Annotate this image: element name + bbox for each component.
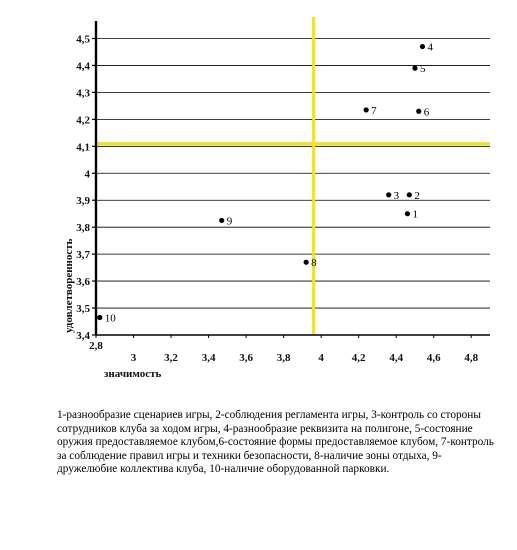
- point-label-6: 6: [424, 106, 430, 118]
- point-label-4: 4: [427, 42, 433, 54]
- x-tick-label-7: 4,2: [352, 352, 366, 364]
- y-tick-label-9: 4,3: [76, 87, 90, 99]
- y-tick-label-1: 3,5: [76, 303, 90, 315]
- data-point-10: [97, 314, 103, 321]
- y-tick-label-11: 4,5: [76, 33, 90, 45]
- data-points: 1 2 3 45 6 7 8 9 10: [97, 42, 433, 324]
- point-label-5: 5: [420, 63, 426, 75]
- point-label-1: 1: [412, 209, 418, 221]
- data-point-2: [406, 192, 412, 198]
- y-tick-label-8: 4,2: [76, 114, 90, 126]
- y-axis-title: удовлетворенность: [63, 238, 75, 333]
- point-label-9: 9: [227, 215, 233, 227]
- data-point-7: [363, 107, 369, 113]
- data-point-5: [412, 65, 418, 71]
- x-tick-label-0: 2,8: [89, 340, 103, 352]
- reference-lines: [96, 17, 490, 335]
- point-label-3: 3: [394, 190, 400, 202]
- grid-lines: [96, 38, 490, 309]
- x-tick-label-1: 3: [131, 352, 137, 364]
- y-tick-label-10: 4,4: [76, 60, 90, 72]
- data-point-6: [416, 108, 422, 114]
- tick-labels: 3,4 3,5 3,6 3,7 3,8 3,9 4 4,1 4,2 4,3 4,4 4,5 2,8 3 3,…: [76, 33, 478, 364]
- x-tick-label-4: 3,6: [239, 352, 253, 364]
- x-tick-label-10: 4,8: [464, 352, 478, 364]
- x-tick-label-8: 4,4: [389, 352, 403, 364]
- data-point-4: [419, 43, 426, 50]
- data-point-1: [404, 211, 411, 217]
- y-tick-label-0: 3,4: [76, 330, 90, 342]
- x-tick-label-6: 4: [318, 352, 324, 364]
- x-tick-label-9: 4,6: [427, 352, 441, 364]
- x-tick-label-3: 3,4: [202, 352, 216, 364]
- point-label-8: 8: [311, 257, 317, 269]
- y-tick-label-2: 3,6: [76, 276, 90, 288]
- point-label-2: 2: [414, 190, 420, 202]
- figure-caption: 1-разнообразие сценариев игры, 2-соблюде…: [57, 409, 494, 475]
- point-label-10: 10: [105, 312, 117, 324]
- scatter-chart: 3,4 3,5 3,6 3,7 3,8 3,9 4 4,1 4,2 4,3 4,4 4,5 2,8 3 3,…: [63, 17, 490, 380]
- x-axis-title: значимость: [104, 368, 161, 380]
- y-tick-label-7: 4,1: [76, 141, 90, 153]
- y-tick-label-6: 4: [85, 168, 91, 180]
- y-tick-label-5: 3,9: [76, 195, 90, 207]
- data-point-8: [303, 259, 309, 265]
- x-tick-label-5: 3,8: [277, 352, 291, 364]
- data-point-9: [219, 217, 225, 224]
- data-point-3: [386, 192, 392, 198]
- x-tick-label-2: 3,2: [164, 352, 178, 364]
- point-label-7: 7: [371, 105, 377, 117]
- y-tick-label-4: 3,8: [76, 222, 90, 234]
- axes: [92, 21, 490, 338]
- y-tick-label-3: 3,7: [76, 249, 90, 261]
